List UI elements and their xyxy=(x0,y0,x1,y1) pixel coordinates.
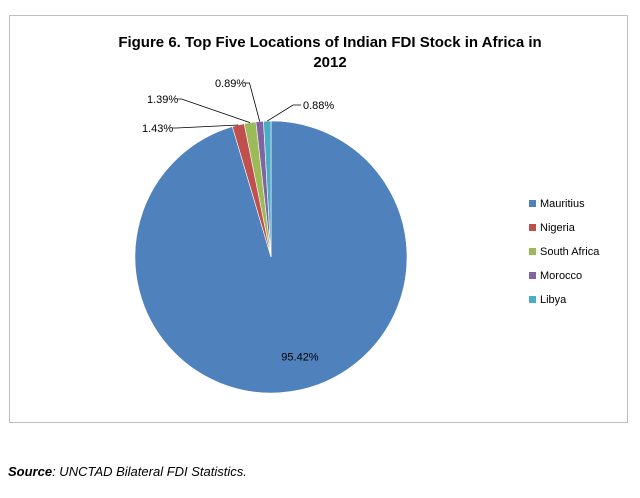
slice-label-morocco: 0.89% xyxy=(215,78,246,90)
legend-label-libya: Libya xyxy=(540,294,567,306)
legend-swatch-south-africa xyxy=(529,248,536,255)
leader-line-libya xyxy=(267,104,301,122)
leader-line-nigeria xyxy=(172,124,239,129)
legend-label-nigeria: Nigeria xyxy=(540,222,576,234)
chart-legend: Mauritius Nigeria South Africa Morocco Libya xyxy=(529,198,600,306)
slice-leader-lines xyxy=(172,82,301,129)
slice-label-libya: 0.88% xyxy=(303,100,334,112)
legend-swatch-libya xyxy=(529,296,536,303)
chart-title-line2: 2012 xyxy=(313,54,346,71)
pie-slices xyxy=(134,120,408,394)
chart-frame: Figure 6. Top Five Locations of Indian F… xyxy=(9,15,628,423)
legend-label-south-africa: South Africa xyxy=(540,246,600,258)
pie-chart: Figure 6. Top Five Locations of Indian F… xyxy=(118,34,600,394)
source-note: Source: UNCTAD Bilateral FDI Statistics. xyxy=(8,464,247,479)
legend-label-mauritius: Mauritius xyxy=(540,198,585,210)
legend-swatch-morocco xyxy=(529,272,536,279)
source-text: : UNCTAD Bilateral FDI Statistics. xyxy=(52,464,247,479)
legend-swatch-mauritius xyxy=(529,200,536,207)
leader-line-south-africa xyxy=(177,98,251,124)
legend-swatch-nigeria xyxy=(529,224,536,231)
slice-label-mauritius: 95.42% xyxy=(281,351,319,363)
chart-title-line1: Figure 6. Top Five Locations of Indian F… xyxy=(118,34,541,51)
slice-label-south-africa: 1.39% xyxy=(147,94,178,106)
pie-slice-libya xyxy=(263,120,272,258)
source-label: Source xyxy=(8,464,53,479)
slice-labels: 95.42% 1.43% 1.39% 0.89% 0.88% xyxy=(142,78,334,363)
leader-line-morocco xyxy=(245,82,261,122)
slice-label-nigeria: 1.43% xyxy=(142,123,173,135)
legend-label-morocco: Morocco xyxy=(540,270,582,282)
